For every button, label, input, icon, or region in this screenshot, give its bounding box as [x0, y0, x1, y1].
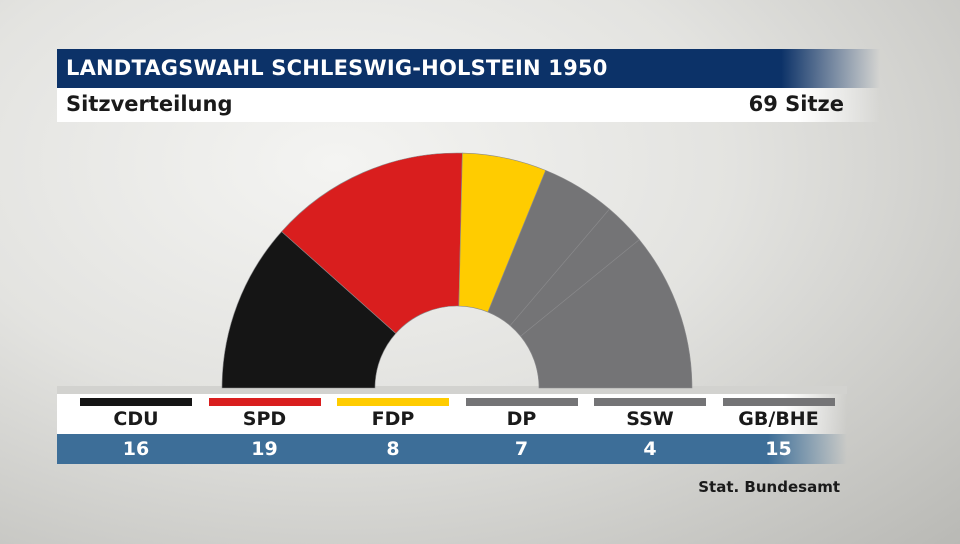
chart-baseline: [57, 386, 847, 394]
legend-swatch-spd: [208, 398, 321, 406]
legend-swatch-cdu: [80, 398, 192, 406]
legend-value-ssw: 4: [643, 438, 657, 460]
legend-swatch-dp: [465, 398, 578, 406]
total-seats: 69 Sitze: [748, 92, 844, 116]
legend-name-cdu: CDU: [113, 408, 159, 430]
legend-value-gb-bhe: 15: [765, 438, 792, 460]
subtitle-bar: Sitzverteilung 69 Sitze: [57, 88, 880, 122]
legend-name-spd: SPD: [242, 408, 287, 430]
legend-value-bar: 16 19 8 7 4 15: [57, 434, 847, 464]
chart-title: LANDTAGSWAHL SCHLESWIG-HOLSTEIN 1950: [66, 56, 608, 80]
seat-segment-gb-bhe: [520, 239, 693, 389]
source-label: Stat. Bundesamt: [698, 478, 840, 496]
legend-value-fdp: 8: [386, 438, 400, 460]
legend-swatch-fdp: [337, 398, 449, 406]
legend-swatch-gb-bhe: [722, 398, 835, 406]
legend-name-fdp: FDP: [371, 408, 415, 430]
legend-value-dp: 7: [514, 438, 529, 460]
legend-name-ssw: SSW: [626, 408, 674, 430]
legend-name-dp: DP: [506, 408, 537, 430]
legend-value-spd: 19: [251, 438, 278, 460]
seat-segment-cdu: [221, 231, 397, 389]
legend-name-gb-bhe: GB/BHE: [738, 408, 819, 430]
legend-swatch-ssw: [594, 398, 706, 406]
title-bar: LANDTAGSWAHL SCHLESWIG-HOLSTEIN 1950: [57, 49, 880, 88]
seat-segment-spd: [281, 152, 463, 334]
chart-subtitle: Sitzverteilung: [66, 92, 233, 116]
legend-label-bar: CDU SPD FDP DP SSW GB/BHE: [57, 394, 847, 434]
legend-value-cdu: 16: [122, 438, 150, 460]
